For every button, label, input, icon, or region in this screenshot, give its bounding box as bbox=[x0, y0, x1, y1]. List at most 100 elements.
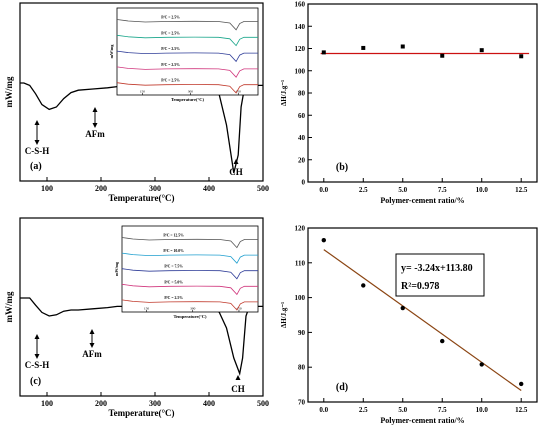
x-tick-label: 10.0 bbox=[476, 406, 489, 414]
inset-curve bbox=[121, 268, 258, 280]
y-tick-label: 160 bbox=[295, 1, 306, 9]
panel-label: (b) bbox=[336, 162, 348, 173]
panel-label: (c) bbox=[30, 376, 41, 387]
y-tick-label: 140 bbox=[295, 23, 306, 31]
annotation-arrowhead bbox=[34, 334, 40, 339]
x-tick-label: 300 bbox=[149, 184, 161, 193]
annotation-label: AFm bbox=[85, 129, 105, 139]
y-tick-label: 100 bbox=[295, 67, 306, 75]
x-tick-label: 500 bbox=[257, 184, 269, 193]
data-point bbox=[519, 381, 524, 387]
fit-r-squared: R²=0.978 bbox=[401, 281, 439, 292]
x-axis-label: Polymer-cement ratio/% bbox=[380, 416, 464, 425]
x-tick-label: 12.5 bbox=[515, 186, 528, 194]
inset-curve bbox=[116, 66, 258, 78]
y-tick-label: 80 bbox=[298, 364, 306, 372]
x-tick-label: 5.0 bbox=[398, 186, 407, 194]
inset-curve bbox=[121, 299, 258, 311]
y-axis-label: mW/mg bbox=[4, 291, 14, 322]
x-tick-label: 7.5 bbox=[438, 406, 447, 414]
inset-curve-label: P/C = 2.5% bbox=[161, 47, 180, 51]
x-tick-label: 0.0 bbox=[319, 406, 328, 414]
y-tick-label: 40 bbox=[298, 134, 306, 142]
inset-x-tick-label: 300 bbox=[190, 307, 196, 311]
x-axis-label: Polymer-cement ratio/% bbox=[380, 196, 464, 205]
annotation-arrowhead bbox=[89, 329, 95, 334]
inset-curve bbox=[116, 19, 258, 31]
data-point bbox=[321, 50, 326, 55]
annotation-arrowhead bbox=[235, 375, 241, 380]
inset-x-tick-label: 300 bbox=[188, 90, 194, 94]
annotation-label: CH bbox=[229, 167, 243, 177]
x-axis-label: Temperature(°C) bbox=[108, 408, 174, 418]
inset-curve-label: P/C = 2.5% bbox=[161, 79, 180, 83]
x-tick-label: 2.5 bbox=[359, 186, 368, 194]
inset-curve bbox=[121, 252, 258, 264]
inset-curve-label: P/C = 12.5% bbox=[163, 233, 184, 237]
inset-y-label: mW/mg bbox=[114, 262, 119, 276]
x-tick-label: 400 bbox=[203, 184, 215, 193]
data-point bbox=[519, 54, 524, 59]
y-tick-label: 80 bbox=[298, 90, 306, 98]
annotation-arrowhead bbox=[92, 107, 98, 112]
x-tick-label: 5.0 bbox=[398, 406, 407, 414]
x-tick-label: 100 bbox=[41, 184, 53, 193]
annotation-arrowhead bbox=[34, 120, 40, 125]
data-point bbox=[479, 362, 484, 367]
data-point bbox=[440, 338, 445, 344]
y-axis-label: ΔH/J.g⁻¹ bbox=[280, 302, 288, 328]
inset-curve bbox=[116, 34, 258, 47]
x-axis-label: Temperature(°C) bbox=[108, 193, 174, 203]
inset-curve bbox=[121, 283, 258, 296]
data-point bbox=[400, 305, 405, 311]
y-tick-label: 120 bbox=[295, 45, 306, 53]
y-tick-label: 110 bbox=[295, 259, 306, 267]
data-point bbox=[361, 283, 366, 288]
data-point bbox=[440, 53, 445, 58]
inset-curve-label: P/C = 2.5% bbox=[161, 16, 180, 20]
inset-curve bbox=[121, 237, 258, 249]
inset-y-label: mW/mg bbox=[109, 45, 114, 59]
inset-x-tick-label: 150 bbox=[144, 307, 150, 311]
x-tick-label: 300 bbox=[149, 399, 161, 408]
data-point bbox=[321, 237, 326, 243]
annotation-label: AFm bbox=[82, 349, 102, 359]
y-tick-label: 70 bbox=[298, 399, 306, 407]
annotation-label: CH bbox=[231, 384, 245, 394]
x-tick-label: 12.5 bbox=[515, 406, 528, 414]
annotation-arrowhead bbox=[34, 140, 40, 145]
data-point bbox=[400, 44, 405, 49]
y-axis-label: mW/mg bbox=[4, 76, 14, 107]
x-tick-label: 7.5 bbox=[438, 186, 447, 194]
x-tick-label: 500 bbox=[257, 399, 269, 408]
y-tick-label: 120 bbox=[295, 225, 306, 233]
inset-curve-label: P/C = 10.0% bbox=[163, 249, 184, 253]
inset-x-tick-label: 150 bbox=[140, 90, 146, 94]
fit-line bbox=[323, 249, 522, 392]
y-tick-label: 60 bbox=[298, 112, 306, 120]
panel-label: (d) bbox=[336, 382, 348, 393]
annotation-arrowhead bbox=[34, 354, 40, 359]
data-point bbox=[479, 48, 484, 53]
x-tick-label: 200 bbox=[95, 184, 107, 193]
panel-label: (a) bbox=[30, 161, 42, 172]
x-tick-label: 0.0 bbox=[319, 186, 328, 194]
y-axis-label: ΔH/J.g⁻¹ bbox=[280, 80, 288, 106]
y-tick-label: 0 bbox=[302, 179, 306, 187]
x-tick-label: 2.5 bbox=[359, 406, 368, 414]
inset-x-label: Temperature(°C) bbox=[173, 314, 207, 319]
data-point bbox=[361, 45, 366, 50]
fit-equation: y= -3.24x+113.80 bbox=[401, 263, 473, 274]
y-tick-label: 20 bbox=[298, 156, 306, 164]
annotation-label: C-S-H bbox=[25, 360, 50, 370]
annotation-arrowhead bbox=[233, 159, 239, 164]
inset-curve-label: P/C = 7.5% bbox=[164, 265, 183, 269]
equation-box bbox=[395, 253, 485, 297]
inset-x-tick-label: 450 bbox=[236, 90, 242, 94]
scatter-plot-frame-b bbox=[307, 3, 538, 183]
annotation-arrowhead bbox=[92, 123, 98, 128]
inset-frame bbox=[121, 225, 259, 313]
inset-curve bbox=[116, 50, 258, 63]
